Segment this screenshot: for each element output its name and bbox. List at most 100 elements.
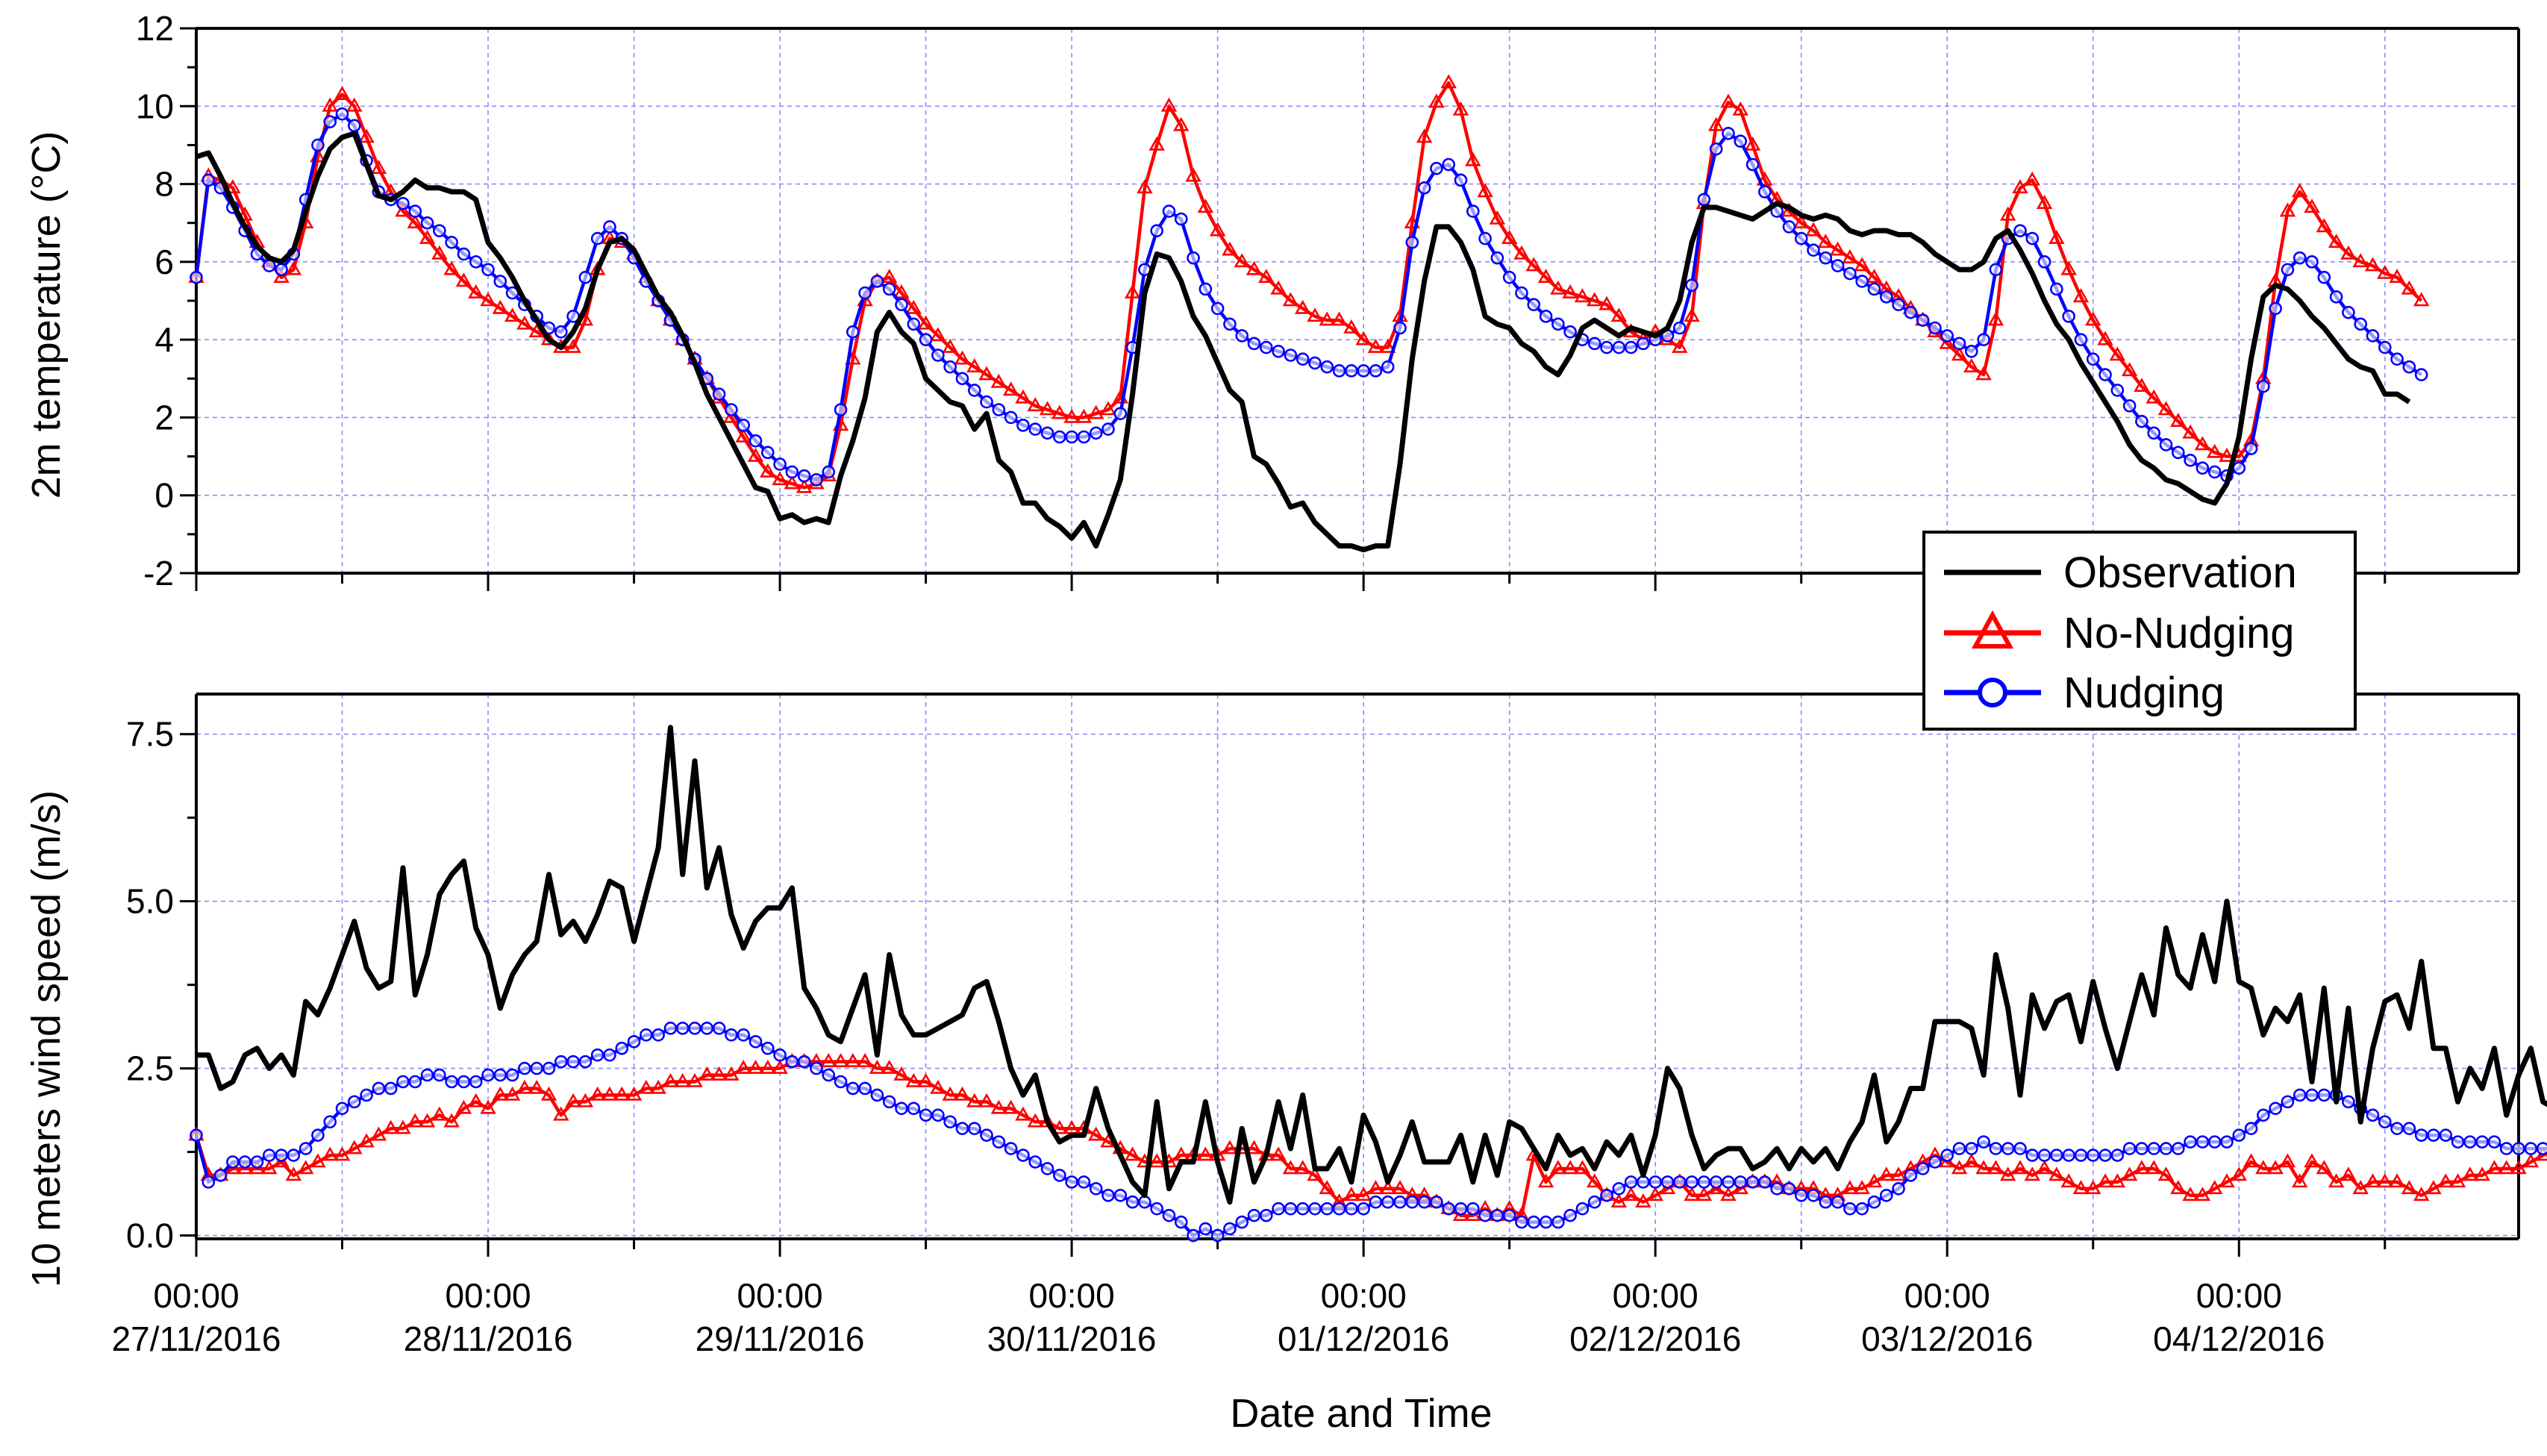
data-point-nudging [1879,290,1893,304]
data-point-no-nudging [893,284,910,299]
data-point-nudging [2499,1142,2513,1155]
data-point-nudging [749,1034,763,1049]
data-point-nudging [1515,1215,1528,1229]
x-tick-label-time: 00:00 [1321,1276,1407,1315]
x-tick-label-date: 28/11/2016 [404,1319,573,1358]
data-point-no-nudging [1866,269,1883,284]
data-point-no-nudging [2291,1173,2308,1188]
legend-label-no-nudging: No-Nudging [2063,609,2295,657]
data-point-nudging [1028,1155,1043,1169]
data-point-nudging [2074,333,2088,346]
data-point-nudging [2184,453,2197,467]
x-tick-label-time: 00:00 [153,1276,239,1315]
data-point-nudging [1101,422,1115,436]
data-point-nudging [882,1095,896,1109]
data-point-nudging [1150,1202,1163,1216]
data-point-nudging [287,1149,301,1162]
data-point-nudging [712,387,726,401]
data-point-no-nudging [747,447,764,462]
data-point-no-nudging [954,1086,971,1101]
data-point-nudging [822,465,836,479]
data-point-no-nudging [1209,222,1226,237]
data-point-nudging [1490,1208,1504,1222]
data-point-no-nudging [2097,1173,2113,1188]
data-point-no-nudging [2364,1173,2381,1188]
data-point-nudging [943,1115,957,1129]
data-point-no-nudging [1270,280,1287,295]
y-tick-label: 4 [154,320,174,359]
data-point-nudging [1466,204,1480,218]
data-point-nudging [2122,1142,2137,1155]
data-point-nudging [2451,1135,2465,1149]
data-point-no-nudging [1282,292,1299,307]
data-point-no-nudging [1866,1173,1883,1188]
data-point-no-nudging [1647,1187,1663,1202]
data-point-no-nudging [1829,241,1846,256]
data-point-no-nudging [504,1086,521,1101]
x-tick-label-time: 00:00 [737,1276,823,1315]
data-point-no-nudging [1537,1173,1554,1188]
data-point-no-nudging [285,260,302,275]
data-point-nudging [1831,259,1845,272]
data-point-nudging [1624,340,1638,354]
data-point-no-nudging [1258,269,1275,284]
data-point-nudging [1199,282,1213,296]
data-point-nudging [895,298,908,312]
data-point-nudging [2244,442,2258,455]
data-point-no-nudging [431,1106,448,1121]
data-point-no-nudging [613,1086,630,1101]
data-point-no-nudging [1525,257,1542,272]
data-point-no-nudging [1063,408,1080,423]
data-point-no-nudging [942,338,958,353]
data-point-no-nudging [1550,280,1566,295]
data-point-nudging [1575,1202,1590,1216]
data-point-nudging [2232,461,2246,475]
data-point-nudging [384,1081,398,1096]
data-point-nudging [2390,1122,2404,1136]
data-point-nudging [1697,193,1711,207]
data-point-nudging [1089,426,1103,440]
data-point-nudging [846,325,860,339]
data-point-no-nudging [2413,292,2430,307]
data-point-no-nudging [2012,179,2028,194]
data-point-nudging [2475,1135,2489,1149]
data-point-no-nudging [2170,1180,2187,1195]
data-point-nudging [1831,1195,1845,1209]
data-point-no-nudging [2401,1180,2418,1195]
data-point-nudging [773,1048,787,1062]
data-point-nudging [1162,204,1176,218]
series-line-observation [196,725,2547,1205]
data-point-nudging [1697,1175,1711,1189]
data-point-nudging [1977,1135,1990,1149]
data-point-no-nudging [273,269,290,284]
data-point-no-nudging [2328,1173,2345,1188]
data-point-nudging [603,1048,616,1062]
data-point-no-nudging [1951,1160,1968,1175]
data-point-nudging [2342,1095,2355,1109]
data-point-nudging [2524,1142,2538,1155]
data-point-nudging [1746,157,1760,172]
data-point-no-nudging [1307,1166,1323,1181]
data-point-no-nudging [2255,1160,2272,1175]
data-point-no-nudging [346,97,363,112]
data-point-no-nudging [1878,1166,1895,1181]
data-point-no-nudging [1428,93,1445,108]
data-point-no-nudging [1234,253,1250,268]
data-point-nudging [2269,1102,2282,1116]
data-point-no-nudging [1087,1126,1104,1141]
data-point-nudging [2439,1128,2453,1142]
data-point-nudging [360,1088,373,1102]
data-point-nudging [2414,1128,2428,1142]
data-point-nudging [785,1054,799,1069]
data-point-no-nudging [930,1079,946,1094]
data-point-no-nudging [1477,183,1493,198]
x-tick-label-time: 00:00 [1613,1276,1698,1315]
data-point-nudging [1077,1175,1091,1189]
data-point-no-nudging [492,299,509,314]
data-point-no-nudging [297,1160,314,1175]
data-point-nudging [760,446,775,460]
series-line-no-nudging [194,81,2423,490]
data-point-no-nudging [407,1113,424,1128]
data-point-no-nudging [1002,381,1019,396]
